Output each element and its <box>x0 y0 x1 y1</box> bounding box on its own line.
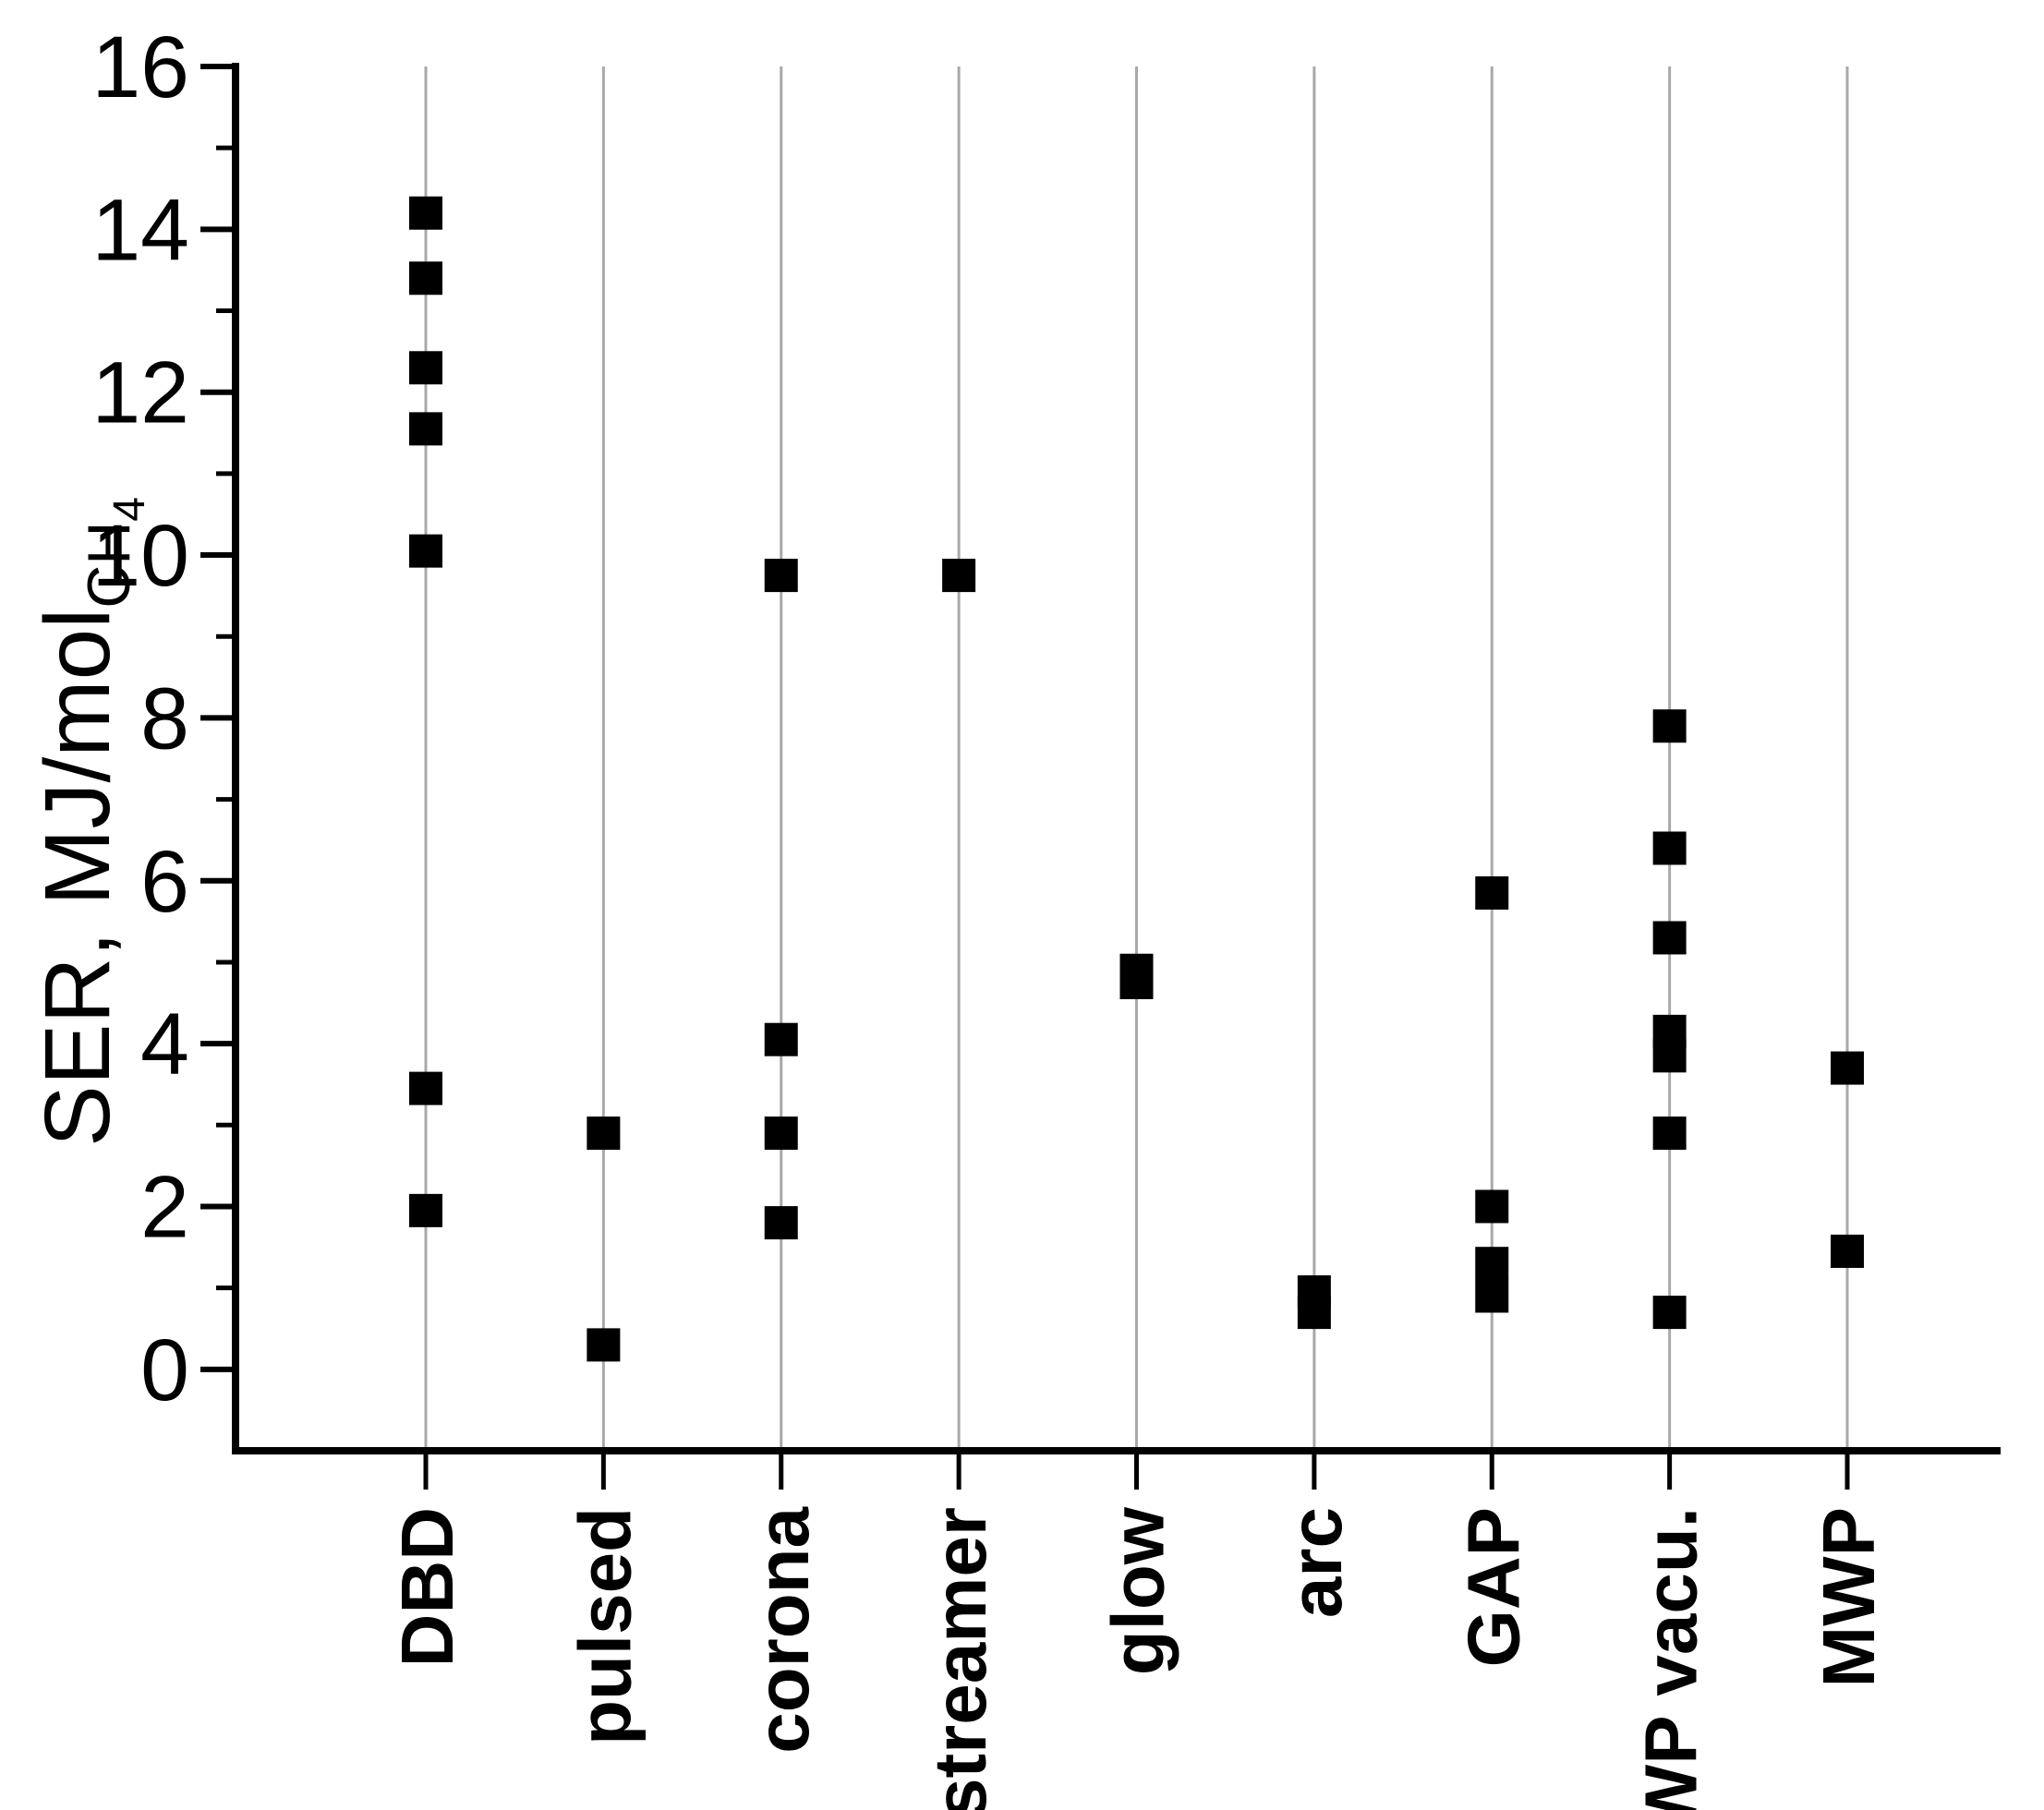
x-category-label: streamer <box>919 1507 1001 1810</box>
data-point-square <box>764 1116 798 1151</box>
data-point-square <box>409 534 442 568</box>
x-category-label: arc <box>1275 1507 1357 1618</box>
data-point-square <box>409 412 442 446</box>
x-category-label: MWP vacu. <box>1630 1507 1712 1810</box>
data-point-square <box>764 559 798 593</box>
y-axis-title-subsubscript: 4 <box>105 497 154 522</box>
data-point-square <box>1652 921 1687 955</box>
data-point-square <box>1831 1234 1864 1268</box>
x-category-label: corona <box>742 1506 824 1753</box>
data-point-square <box>409 196 442 230</box>
y-tick-label: 12 <box>91 344 189 442</box>
y-tick-label: 0 <box>140 1321 189 1419</box>
x-category-label: DBD <box>386 1507 468 1667</box>
data-point-square <box>1652 831 1687 865</box>
data-point-square <box>587 1328 621 1362</box>
data-point-square <box>1475 875 1509 910</box>
data-point-square <box>942 559 976 593</box>
data-point-square <box>1297 1296 1331 1330</box>
y-axis-title-main: SER, MJ/mol <box>26 609 129 1147</box>
y-tick-label: 4 <box>140 996 189 1093</box>
y-axis-title-subscript: CH <box>75 522 142 609</box>
data-point-square <box>409 351 442 385</box>
x-category-label: glow <box>1097 1506 1179 1675</box>
data-point-square <box>1475 1189 1509 1224</box>
x-category-label: MWP <box>1808 1507 1890 1688</box>
x-category-label: GAP <box>1452 1507 1534 1667</box>
data-point-square <box>764 1206 798 1240</box>
data-point-square <box>1652 1296 1687 1330</box>
data-point-square <box>764 1022 798 1056</box>
y-tick-label: 14 <box>91 181 189 279</box>
data-point-square <box>409 1071 442 1105</box>
data-point-square <box>1475 1247 1509 1281</box>
y-tick-label: 10 <box>91 507 189 605</box>
data-point-square <box>1652 1039 1687 1073</box>
data-point-square <box>587 1116 621 1151</box>
data-point-square <box>1831 1051 1864 1085</box>
data-point-square <box>1652 1116 1687 1151</box>
y-tick-label: 2 <box>140 1158 189 1256</box>
data-point-square <box>409 261 442 296</box>
x-category-label: pulsed <box>563 1507 646 1745</box>
y-tick-label: 16 <box>91 18 189 116</box>
y-tick-label: 8 <box>140 670 189 767</box>
y-tick-label: 6 <box>140 833 189 931</box>
data-point-square <box>409 1193 442 1227</box>
y-axis-title: SER, MJ/molCH4 <box>26 497 154 1147</box>
data-point-square <box>1652 709 1687 743</box>
data-point-square <box>1119 965 1154 999</box>
data-point-square <box>1475 1279 1509 1313</box>
